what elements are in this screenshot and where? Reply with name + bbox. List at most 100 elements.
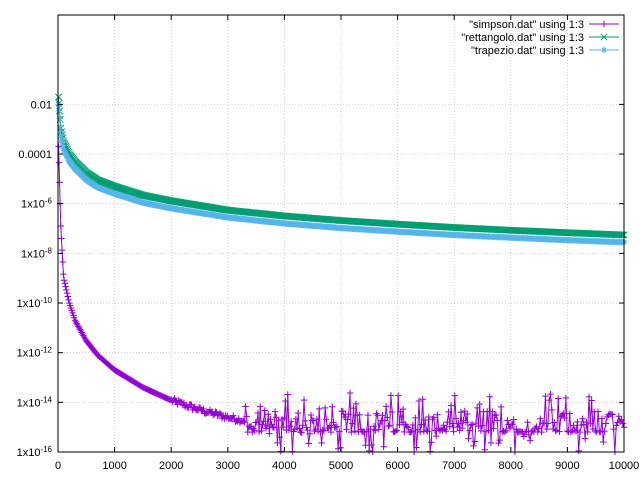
data-point bbox=[510, 416, 517, 423]
data-point bbox=[240, 417, 247, 425]
data-point bbox=[412, 414, 419, 422]
data-point bbox=[364, 411, 372, 419]
data-point bbox=[442, 428, 450, 435]
data-point bbox=[581, 435, 589, 442]
data-point bbox=[55, 107, 63, 114]
data-point bbox=[258, 427, 265, 435]
legend: "simpson.dat" using 1:3"rettangolo.dat" … bbox=[461, 19, 619, 57]
data-point bbox=[588, 397, 595, 404]
data-point bbox=[408, 428, 415, 435]
series-1 bbox=[55, 93, 628, 239]
data-point bbox=[600, 438, 607, 446]
data-point bbox=[300, 396, 308, 404]
data-point bbox=[352, 400, 360, 408]
data-point bbox=[434, 411, 441, 419]
data-point bbox=[382, 403, 390, 410]
data-point bbox=[570, 422, 577, 429]
data-point bbox=[274, 439, 281, 447]
data-point bbox=[292, 415, 300, 423]
data-point bbox=[306, 430, 314, 438]
data-point bbox=[362, 442, 369, 449]
data-point bbox=[304, 426, 311, 434]
data-point bbox=[592, 427, 599, 434]
data-point bbox=[485, 427, 492, 434]
x-tick-label: 10000 bbox=[609, 460, 640, 472]
data-point bbox=[281, 414, 288, 422]
data-point bbox=[294, 409, 302, 417]
data-point bbox=[56, 115, 63, 122]
data-point bbox=[370, 422, 378, 430]
data-point bbox=[327, 428, 335, 436]
data-point bbox=[600, 46, 608, 54]
data-point bbox=[63, 153, 71, 161]
data-point bbox=[343, 426, 350, 433]
data-point bbox=[344, 416, 351, 423]
data-point bbox=[340, 413, 348, 421]
data-point bbox=[613, 422, 620, 429]
data-point bbox=[313, 415, 321, 423]
data-point bbox=[547, 390, 554, 398]
data-point bbox=[271, 408, 279, 415]
data-point bbox=[259, 421, 266, 428]
data-point bbox=[286, 422, 294, 430]
data-point bbox=[55, 143, 62, 150]
data-point bbox=[284, 391, 291, 398]
data-point bbox=[538, 428, 545, 436]
data-point bbox=[415, 397, 423, 405]
grid-lines bbox=[58, 15, 624, 452]
data-point bbox=[254, 409, 262, 417]
data-point bbox=[447, 402, 455, 409]
data-point bbox=[298, 429, 305, 437]
data-point bbox=[502, 427, 510, 434]
data-point bbox=[351, 427, 359, 435]
data-point bbox=[60, 147, 68, 154]
data-point bbox=[63, 152, 70, 159]
data-point bbox=[310, 417, 317, 424]
data-point bbox=[303, 424, 310, 431]
data-point bbox=[282, 397, 289, 405]
data-point bbox=[576, 428, 584, 436]
data-point bbox=[387, 392, 395, 399]
axis-ticks: 0 1000 2000 3000 4000 5000 6000 7000 8000 9000 100… bbox=[17, 15, 640, 472]
data-point bbox=[385, 422, 392, 430]
data-point bbox=[63, 286, 70, 294]
data-point bbox=[418, 421, 425, 428]
data-point bbox=[242, 403, 249, 410]
data-point bbox=[501, 428, 509, 436]
y-tick-label: 1x10-16 bbox=[17, 445, 53, 459]
data-point bbox=[428, 439, 435, 446]
data-point bbox=[602, 420, 610, 427]
data-point bbox=[273, 414, 280, 421]
data-point bbox=[261, 407, 268, 414]
data-point bbox=[65, 156, 72, 164]
data-point bbox=[345, 411, 353, 418]
data-point bbox=[55, 93, 63, 101]
data-point bbox=[333, 423, 341, 430]
data-point bbox=[279, 423, 287, 431]
data-point bbox=[216, 409, 224, 417]
data-point bbox=[319, 426, 326, 434]
data-point bbox=[368, 441, 375, 449]
data-point bbox=[363, 428, 370, 435]
data-point bbox=[433, 432, 440, 440]
data-point bbox=[615, 412, 623, 420]
data-point bbox=[585, 393, 593, 400]
data-point bbox=[57, 132, 64, 139]
data-point bbox=[365, 447, 373, 455]
data-point bbox=[417, 428, 424, 436]
data-point bbox=[600, 20, 608, 28]
data-point bbox=[276, 434, 283, 441]
x-tick-label: 5000 bbox=[329, 460, 353, 472]
data-point bbox=[446, 423, 454, 430]
data-point bbox=[376, 420, 384, 428]
data-point bbox=[399, 405, 407, 413]
data-point bbox=[430, 414, 437, 421]
data-point bbox=[583, 418, 590, 426]
data-point bbox=[524, 419, 531, 426]
data-point bbox=[316, 405, 323, 413]
data-point bbox=[386, 422, 393, 429]
data-point bbox=[56, 179, 63, 186]
data-point bbox=[487, 439, 495, 447]
data-point bbox=[230, 412, 237, 419]
data-point bbox=[587, 420, 594, 427]
